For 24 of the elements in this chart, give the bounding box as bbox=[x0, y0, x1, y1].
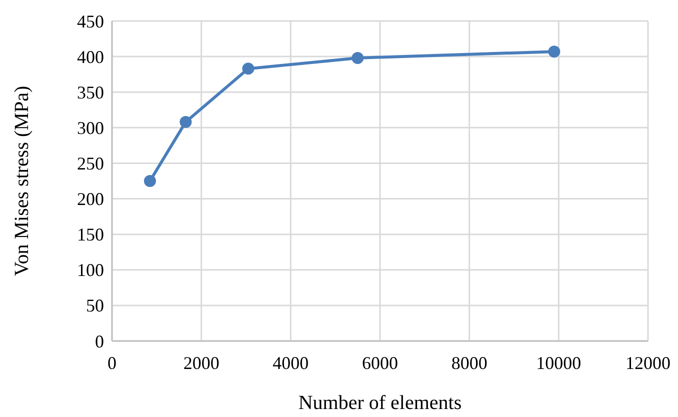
x-tick-label: 2000 bbox=[183, 353, 220, 373]
y-tick-label: 450 bbox=[77, 11, 104, 32]
point bbox=[242, 62, 254, 75]
x-tick-label: 6000 bbox=[362, 353, 398, 373]
x-tick-label: 4000 bbox=[272, 353, 309, 373]
y-tick-label: 350 bbox=[77, 82, 104, 102]
point bbox=[352, 52, 364, 64]
point bbox=[144, 175, 156, 187]
y-tick-label: 0 bbox=[95, 331, 104, 352]
x-tick-label: 10000 bbox=[536, 353, 582, 373]
y-tick-label: 200 bbox=[77, 189, 104, 210]
y-tick-label: 300 bbox=[77, 118, 104, 138]
x-tick-label: 8000 bbox=[451, 353, 488, 373]
x-tick-label: 12000 bbox=[626, 353, 670, 373]
point bbox=[548, 46, 560, 58]
y-axis-title: Von Mises stress (MPa) bbox=[11, 86, 33, 276]
y-tick-label: 150 bbox=[77, 224, 104, 245]
point bbox=[180, 116, 192, 128]
y-tick-label: 50 bbox=[86, 296, 104, 316]
y-tick-label: 250 bbox=[77, 154, 104, 174]
x-axis-title: Number of elements bbox=[298, 392, 462, 414]
x-tick-label: 0 bbox=[108, 353, 116, 373]
y-tick-label: 400 bbox=[77, 46, 104, 67]
y-tick-label: 100 bbox=[77, 260, 104, 280]
